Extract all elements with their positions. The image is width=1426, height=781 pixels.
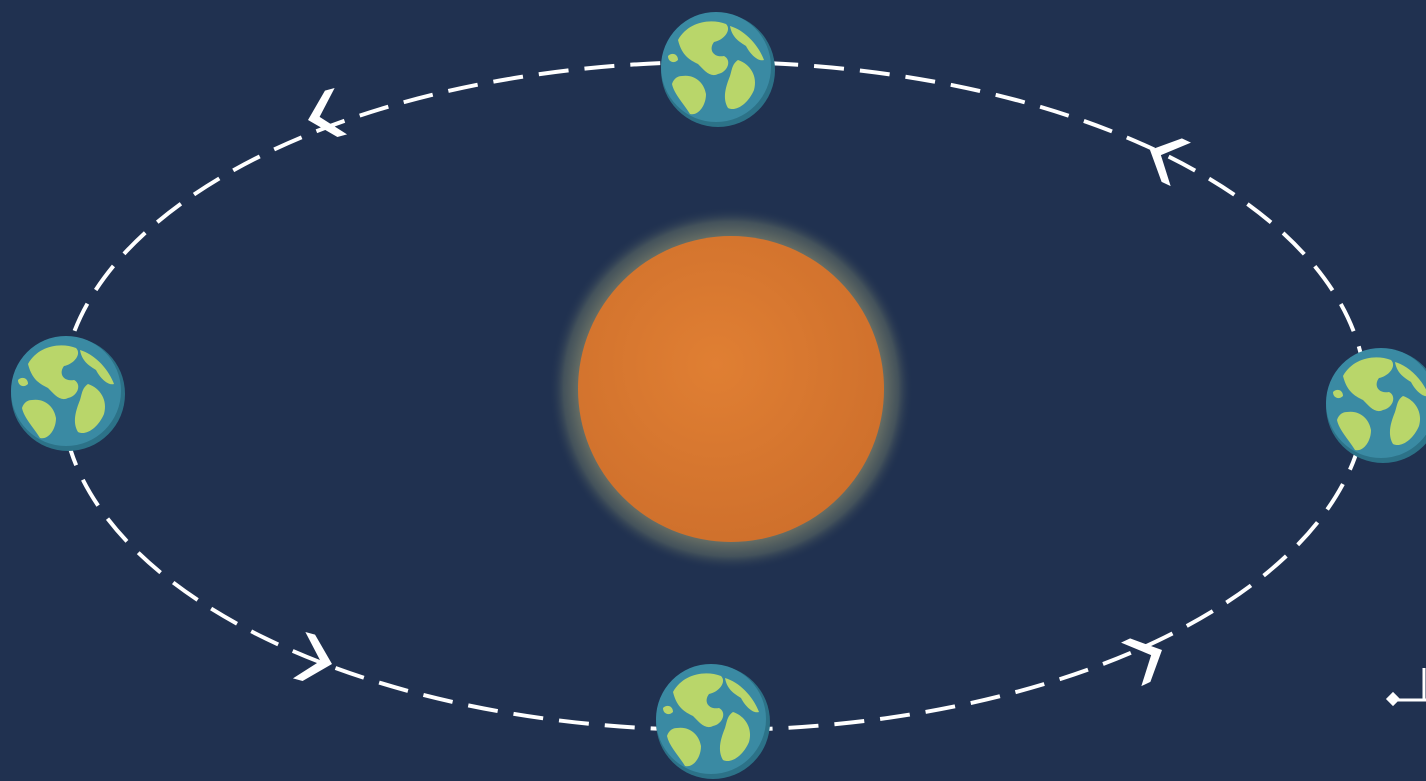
slider-pointer-icon[interactable] <box>1385 668 1426 707</box>
sun <box>549 207 913 571</box>
earth-right <box>1326 348 1426 463</box>
sun-body <box>578 236 884 542</box>
earth-bottom <box>656 664 770 779</box>
earth-left <box>11 336 125 451</box>
direction-arrow-top-right-icon <box>1139 128 1191 187</box>
direction-arrow-top-left-icon <box>301 88 348 144</box>
earth-top <box>661 12 775 127</box>
